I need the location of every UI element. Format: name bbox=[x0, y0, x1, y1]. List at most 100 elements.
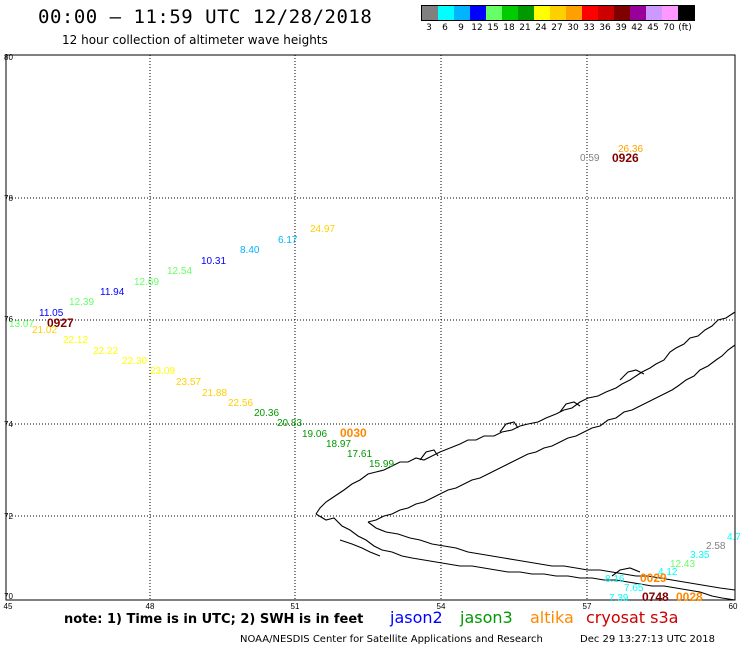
legend-label: 30 bbox=[567, 23, 579, 33]
wave-height-label: 26.36 bbox=[618, 144, 643, 155]
wave-height-label: 8.16 bbox=[605, 574, 625, 585]
wave-height-label: 0030 bbox=[340, 426, 367, 440]
grid bbox=[6, 55, 735, 600]
wave-height-label: 22.12 bbox=[63, 335, 88, 346]
wave-height-label: 12.54 bbox=[167, 266, 192, 277]
legend-swatch bbox=[534, 6, 550, 20]
map-title: 00:00 – 11:59 UTC 12/28/2018 bbox=[38, 6, 373, 28]
wave-height-label: 0927 bbox=[47, 316, 74, 330]
wave-height-label: 21.02 bbox=[32, 325, 57, 336]
wave-height-label: 12.43 bbox=[670, 559, 695, 570]
legend-label: 9 bbox=[458, 23, 464, 33]
legend-label: 27 bbox=[551, 23, 563, 33]
legend-label: 42 bbox=[631, 23, 643, 33]
wave-height-label: 11.05 bbox=[39, 308, 64, 319]
legend-label: 24 bbox=[535, 23, 547, 33]
wave-height-label: 11.94 bbox=[100, 287, 125, 298]
coastline-north-island bbox=[315, 311, 736, 515]
fjord-6 bbox=[611, 567, 641, 577]
legend-swatch bbox=[550, 6, 566, 20]
legend-swatch bbox=[422, 6, 438, 20]
wave-height-label: 22.30 bbox=[122, 356, 147, 367]
legend-swatch bbox=[566, 6, 582, 20]
legend-swatch bbox=[662, 6, 678, 20]
legend-swatch bbox=[502, 6, 518, 20]
lat-label-80: 80 bbox=[4, 53, 13, 62]
wave-height-label: 2.58 bbox=[706, 541, 726, 552]
wave-height-label: 23.57 bbox=[176, 377, 201, 388]
lon-label-54: 54 bbox=[437, 602, 446, 611]
coastline bbox=[315, 311, 736, 601]
lon-label-45: 45 bbox=[4, 602, 13, 611]
lon-label-60: 60 bbox=[729, 602, 738, 611]
legend-label: 3 bbox=[426, 23, 432, 33]
footer-date: Dec 29 13:27:13 UTC 2018 bbox=[580, 634, 715, 645]
wave-height-label: 24.97 bbox=[310, 224, 335, 235]
legend-swatch bbox=[470, 6, 486, 20]
color-legend: 3 6 9 12 15 18 21 24 27 30 33 36 39 42 45 70 (ft) bbox=[421, 5, 695, 33]
wave-height-label: 8.40 bbox=[240, 245, 260, 256]
legend-label: 12 bbox=[471, 23, 483, 33]
legend-swatch bbox=[630, 6, 646, 20]
wave-height-label: 0.59 bbox=[580, 153, 600, 164]
fjord-4 bbox=[419, 449, 439, 461]
wave-height-label: 10.31 bbox=[201, 256, 226, 267]
fjord-2 bbox=[559, 401, 581, 413]
coastline-north-island-east bbox=[367, 344, 736, 523]
wave-height-label: 22.56 bbox=[228, 398, 253, 409]
footer-note: note: 1) Time is in UTC; 2) SWH is in fe… bbox=[64, 612, 364, 627]
map-subtitle: 12 hour collection of altimeter wave hei… bbox=[62, 33, 328, 47]
coastline-south-island-north bbox=[367, 521, 736, 591]
footer-credit: NOAA/NESDIS Center for Satellite Applica… bbox=[240, 634, 543, 645]
fjord-1 bbox=[619, 369, 645, 381]
wave-height-label: 0029 bbox=[640, 571, 667, 585]
legend-swatch bbox=[614, 6, 630, 20]
legend-label: 15 bbox=[487, 23, 499, 33]
wave-height-label: 20.83 bbox=[277, 418, 302, 429]
legend-label: 21 bbox=[519, 23, 531, 33]
lon-label-57: 57 bbox=[583, 602, 592, 611]
wave-height-label: 20.36 bbox=[254, 408, 279, 419]
legend-color-bar bbox=[421, 5, 695, 21]
legend-label: 70 bbox=[663, 23, 675, 33]
fjord-3 bbox=[499, 421, 519, 433]
legend-swatch bbox=[486, 6, 502, 20]
legend-labels: 3 6 9 12 15 18 21 24 27 30 33 36 39 42 45 70 (ft) bbox=[421, 23, 695, 33]
wave-height-label: 12.39 bbox=[69, 297, 94, 308]
coastline-south-island bbox=[315, 513, 736, 601]
lat-label-70: 70 bbox=[4, 592, 13, 601]
legend-altika: altika bbox=[530, 608, 574, 627]
legend-swatch bbox=[582, 6, 598, 20]
wave-height-label: 4.12 bbox=[658, 567, 678, 578]
legend-swatch bbox=[646, 6, 662, 20]
wave-height-label: 18.97 bbox=[326, 439, 351, 450]
lat-labels: 80 78 76 74 72 70 bbox=[4, 53, 13, 601]
legend-swatch bbox=[454, 6, 470, 20]
legend-label: 36 bbox=[599, 23, 611, 33]
legend-label: 39 bbox=[615, 23, 627, 33]
wave-height-label: 21.88 bbox=[202, 388, 227, 399]
legend-label: 18 bbox=[503, 23, 515, 33]
lon-labels: 45 48 51 54 57 60 bbox=[4, 602, 738, 611]
fjord-5 bbox=[339, 539, 381, 557]
legend-label: 6 bbox=[442, 23, 448, 33]
wave-height-label: 3.35 bbox=[690, 550, 710, 561]
wave-height-label: 23.09 bbox=[150, 366, 175, 377]
lat-label-76: 76 bbox=[4, 315, 13, 324]
plot-frame bbox=[5, 54, 736, 601]
legend-swatch bbox=[518, 6, 534, 20]
wave-height-label: 13.07 bbox=[9, 319, 34, 330]
legend-swatch bbox=[598, 6, 614, 20]
wave-height-label: 0028 bbox=[676, 590, 703, 604]
legend-label: (ft) bbox=[678, 23, 692, 33]
legend-cryosat-s3a: cryosat s3a bbox=[586, 608, 679, 627]
legend-label: 33 bbox=[583, 23, 595, 33]
wave-height-label: 6.17 bbox=[278, 235, 298, 246]
legend-swatch bbox=[678, 6, 694, 20]
wave-height-label: 22.22 bbox=[93, 346, 118, 357]
lon-label-51: 51 bbox=[291, 602, 300, 611]
wave-height-label: 19.06 bbox=[302, 429, 327, 440]
wave-height-label: 17.61 bbox=[347, 449, 372, 460]
lat-label-78: 78 bbox=[4, 194, 13, 203]
